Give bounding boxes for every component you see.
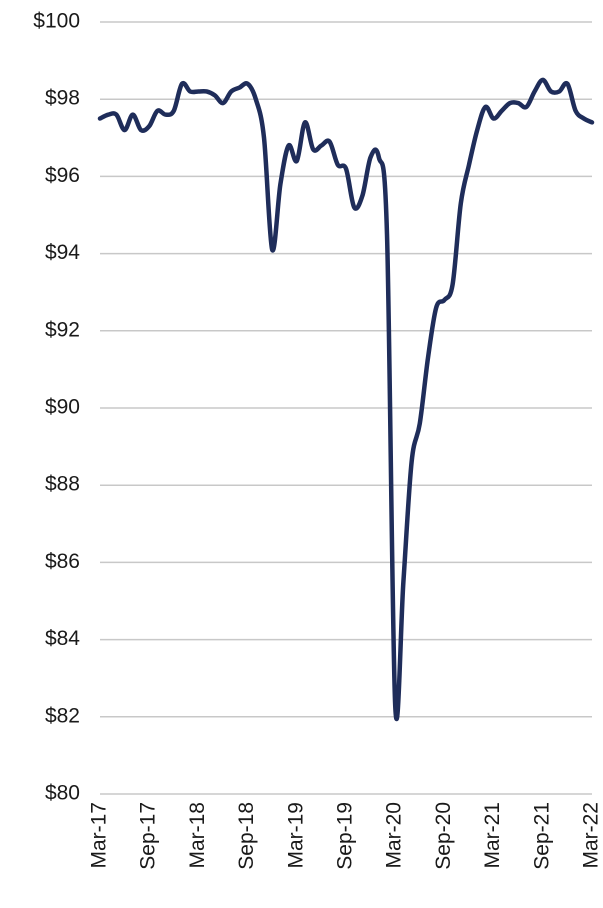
x-tick-label: Mar-21 [481,802,504,869]
y-tick-label: $98 [45,87,80,110]
x-tick-label: Mar-19 [284,802,307,869]
y-tick-label: $94 [45,241,80,264]
x-tick-label: Sep-19 [334,802,357,870]
x-tick-label: Mar-18 [186,802,209,869]
y-tick-label: $90 [45,396,80,419]
y-tick-label: $86 [45,550,80,573]
y-tick-label: $84 [45,627,80,650]
x-tick-label: Mar-22 [580,802,603,869]
y-tick-label: $82 [45,704,80,727]
x-tick-label: Sep-18 [235,802,258,870]
y-tick-label: $80 [45,782,80,805]
y-tick-label: $92 [45,318,80,341]
price-line [97,77,595,722]
x-tick-label: Mar-20 [383,802,406,869]
y-tick-label: $88 [45,473,80,496]
y-tick-label: $100 [33,10,80,33]
x-tick-label: Mar-17 [88,802,111,869]
y-tick-label: $96 [45,164,80,187]
x-tick-label: Sep-20 [432,802,455,870]
x-tick-label: Sep-17 [137,802,160,870]
x-tick-label: Sep-21 [530,802,553,870]
